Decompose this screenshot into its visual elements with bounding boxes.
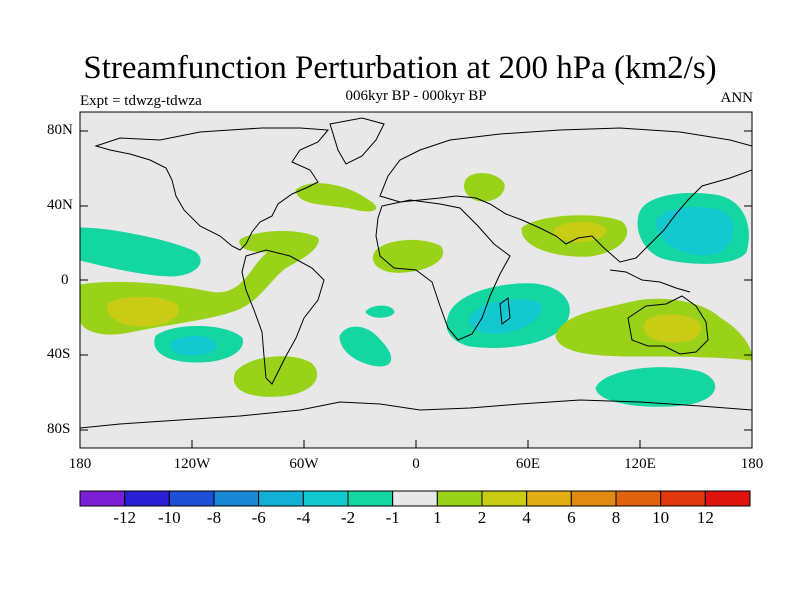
map-subtitle: 006kyr BP - 000kyr BP (345, 88, 487, 104)
lat-label-40s: 40S (47, 346, 71, 362)
contour-positive-north-atlantic (295, 183, 377, 212)
colorbar-label: -2 (340, 508, 356, 527)
colorbar-swatch (570, 490, 617, 507)
colorbar-label: -12 (113, 508, 136, 527)
colorbar-label: 4 (522, 508, 531, 527)
colorbar-swatch (258, 490, 304, 507)
coastline-africa (375, 199, 511, 341)
contour-negative-indian-ocean-core (469, 299, 542, 334)
colorbar-label: -4 (296, 508, 311, 527)
contour-negative-south-atlantic-small (365, 305, 395, 318)
lon-label-0: 0 (412, 456, 420, 472)
colorbar-swatch (79, 490, 126, 507)
contour-positive-australia-core (643, 314, 702, 343)
contour-negative-south-atlantic (339, 326, 392, 367)
colorbar-swatch (481, 490, 528, 507)
lon-label-120e: 120E (624, 456, 656, 472)
lon-label-180e: 180 (740, 456, 764, 472)
colorbar-swatch (615, 490, 662, 507)
contour-positive-central-asia (463, 173, 505, 202)
lon-label-60e: 60E (515, 456, 541, 472)
coastline-madagascar (499, 297, 511, 325)
colorbar-label: 2 (477, 508, 487, 527)
colorbar-label: 10 (652, 508, 670, 527)
coastline-north-america (94, 127, 330, 251)
lat-label-80n: 80N (47, 122, 73, 138)
coastlines (80, 117, 752, 429)
lon-label-180w: 180 (68, 456, 92, 472)
colorbar-label: -1 (385, 508, 400, 527)
coastline-antarctica (80, 399, 752, 429)
contour-positive-caribbean (239, 231, 319, 253)
colorbar-swatch (436, 490, 483, 507)
experiment-label: Expt = tdwzg-tdwza (80, 93, 202, 109)
contour-negative-southeast-pacific-core (170, 335, 217, 356)
colorbar-label: -6 (251, 508, 266, 527)
contour-fills (80, 173, 752, 407)
contour-positive-africa (372, 240, 443, 273)
contour-positive-south-asia-core (553, 221, 607, 243)
lat-ticks (80, 130, 752, 431)
colorbar-swatch (526, 490, 572, 507)
lat-label-0: 0 (61, 272, 69, 288)
colorbar-swatch (392, 490, 438, 507)
colorbar-swatch (660, 490, 706, 507)
colorbar (79, 490, 751, 507)
season-label: ANN (720, 90, 754, 106)
lon-label-120w: 120W (173, 456, 211, 472)
colorbar-label: -10 (157, 508, 181, 527)
colorbar-swatch (124, 490, 170, 507)
lat-label-40n: 40N (47, 197, 73, 213)
lon-label-60w: 60W (289, 456, 319, 472)
colorbar-swatch (347, 490, 394, 507)
contour-negative-southern-ocean (595, 367, 716, 407)
colorbar-label: 8 (611, 508, 621, 527)
coastline-indonesia (609, 269, 691, 293)
lon-ticks (79, 440, 753, 448)
coastline-australia (627, 295, 709, 355)
coastline-europe-asia (379, 127, 752, 263)
lat-label-80s: 80S (47, 421, 71, 437)
colorbar-swatch (168, 490, 215, 507)
colorbar-swatch (704, 490, 751, 507)
colorbar-swatch (302, 490, 349, 507)
colorbar-swatch (213, 490, 260, 507)
colorbar-label: 1 (433, 508, 442, 527)
colorbar-label: -8 (206, 508, 222, 527)
coastline-greenland (329, 117, 385, 165)
colorbar-label: 6 (567, 508, 576, 527)
colorbar-label: 12 (696, 508, 714, 527)
contour-positive-south-pacific (107, 296, 179, 327)
contour-negative-west-pacific-core (655, 206, 734, 256)
contour-negative-north-pacific (80, 227, 201, 277)
coastline-south-america (241, 249, 325, 385)
map-title: Streamfunction Perturbation at 200 hPa (… (83, 50, 717, 86)
